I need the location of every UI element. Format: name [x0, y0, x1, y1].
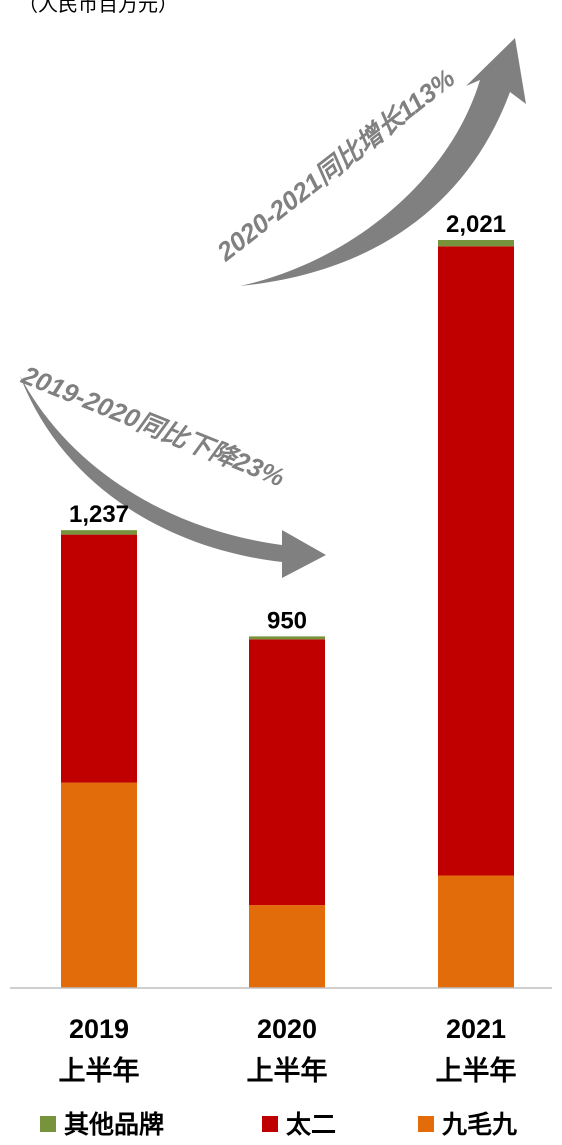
bar-segment-2019-0 [61, 782, 137, 988]
annotation-decrease: 2019-2020同比下降23% [17, 359, 289, 492]
legend-swatch-1 [262, 1116, 278, 1132]
annotation-increase: 2020-2021同比增长113% [210, 63, 460, 268]
x-tick-sub-2020: 上半年 [247, 1055, 328, 1086]
unit-note: （人民币百万元） [18, 0, 178, 16]
arrow-decrease [20, 376, 326, 578]
x-tick-year-2020: 2020 [257, 1014, 317, 1044]
x-axis-labels: 2019 上半年 2020 上半年 2021 上半年 [59, 1014, 517, 1086]
legend-swatch-2 [418, 1116, 434, 1132]
bar-segment-2021-2 [438, 240, 514, 247]
bar-segment-2021-0 [438, 875, 514, 988]
bar-segment-2019-1 [61, 534, 137, 783]
x-tick-sub-2019: 上半年 [59, 1055, 140, 1086]
bars-layer: 1,237 950 2,021 [61, 211, 514, 988]
x-tick-sub-2021: 上半年 [436, 1055, 517, 1086]
legend-swatch-0 [40, 1116, 56, 1132]
legend-label-2: 九毛九 [441, 1111, 517, 1139]
bar-segment-2020-1 [249, 639, 325, 906]
legend: 其他品牌 太二 九毛九 [40, 1110, 517, 1139]
legend-label-0: 其他品牌 [64, 1110, 164, 1139]
legend-label-1: 太二 [286, 1111, 336, 1139]
x-tick-year-2019: 2019 [69, 1014, 129, 1044]
bar-segment-2020-0 [249, 905, 325, 988]
bar-segment-2019-2 [61, 530, 137, 535]
total-label-2019: 1,237 [69, 501, 129, 528]
x-tick-year-2021: 2021 [446, 1014, 506, 1044]
total-label-2020: 950 [267, 607, 307, 634]
bar-segment-2020-2 [249, 636, 325, 640]
total-label-2021: 2,021 [446, 211, 506, 238]
arrow-increase [240, 38, 526, 286]
bar-segment-2021-1 [438, 246, 514, 876]
